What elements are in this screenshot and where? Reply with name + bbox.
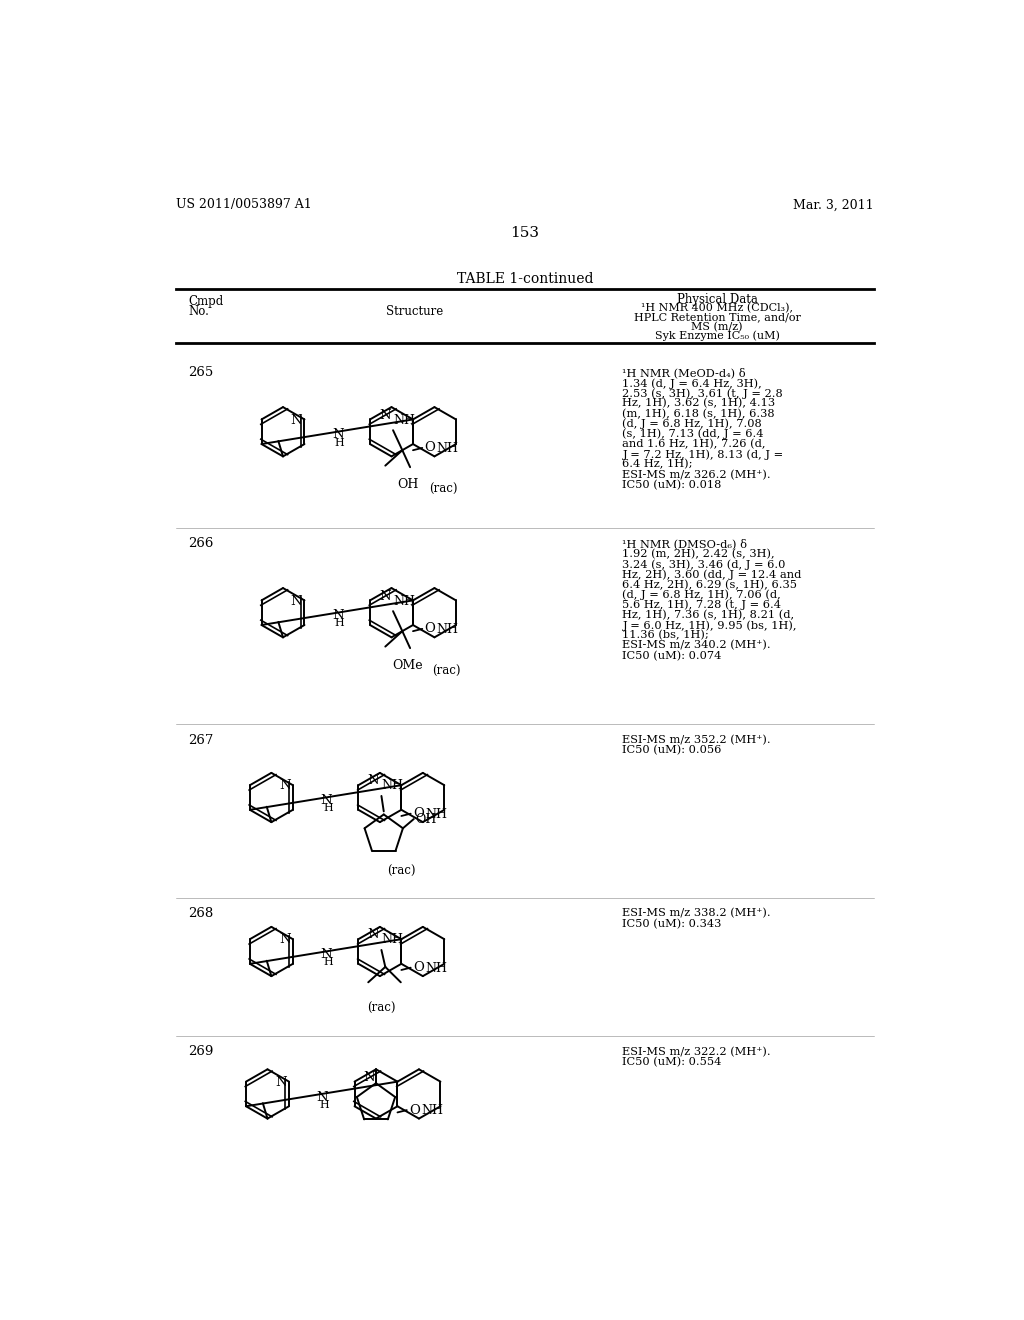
Text: NH: NH [393, 413, 415, 426]
Text: O: O [410, 1104, 420, 1117]
Text: N: N [368, 775, 379, 788]
Text: O: O [425, 441, 435, 454]
Text: 6.4 Hz, 2H), 6.29 (s, 1H), 6.35: 6.4 Hz, 2H), 6.29 (s, 1H), 6.35 [623, 579, 798, 590]
Text: 265: 265 [188, 367, 214, 379]
Text: NH: NH [437, 623, 459, 636]
Text: N: N [275, 1076, 287, 1089]
Text: TABLE 1-continued: TABLE 1-continued [457, 272, 593, 286]
Text: ESI-MS m/z 326.2 (MH⁺).: ESI-MS m/z 326.2 (MH⁺). [623, 470, 771, 479]
Text: N: N [291, 413, 302, 426]
Text: 11.36 (bs, 1H);: 11.36 (bs, 1H); [623, 630, 710, 640]
Text: OH: OH [416, 813, 436, 825]
Text: O: O [425, 622, 435, 635]
Text: OH: OH [397, 478, 419, 491]
Text: NH: NH [437, 442, 459, 455]
Text: ESI-MS m/z 322.2 (MH⁺).: ESI-MS m/z 322.2 (MH⁺). [623, 1047, 771, 1057]
Text: N: N [321, 948, 332, 961]
Text: OMe: OMe [392, 659, 423, 672]
Text: Cmpd: Cmpd [188, 296, 223, 309]
Text: IC50 (uM): 0.056: IC50 (uM): 0.056 [623, 746, 722, 755]
Text: 153: 153 [510, 226, 540, 240]
Text: N: N [368, 928, 379, 941]
Text: ¹H NMR (MeOD-d₄) δ: ¹H NMR (MeOD-d₄) δ [623, 368, 746, 379]
Text: (m, 1H), 6.18 (s, 1H), 6.38: (m, 1H), 6.18 (s, 1H), 6.38 [623, 408, 775, 418]
Text: MS (m/z): MS (m/z) [691, 322, 742, 331]
Text: and 1.6 Hz, 1H), 7.26 (d,: and 1.6 Hz, 1H), 7.26 (d, [623, 440, 766, 449]
Text: H: H [324, 957, 333, 968]
Text: No.: No. [188, 305, 209, 318]
Text: IC50 (uM): 0.554: IC50 (uM): 0.554 [623, 1057, 722, 1068]
Text: 1.34 (d, J = 6.4 Hz, 3H),: 1.34 (d, J = 6.4 Hz, 3H), [623, 378, 762, 388]
Text: H: H [335, 619, 344, 628]
Text: 268: 268 [188, 907, 214, 920]
Text: 1.92 (m, 2H), 2.42 (s, 3H),: 1.92 (m, 2H), 2.42 (s, 3H), [623, 549, 775, 560]
Text: N: N [316, 1090, 329, 1104]
Text: 266: 266 [188, 537, 214, 550]
Text: H: H [319, 1100, 329, 1110]
Text: IC50 (uM): 0.074: IC50 (uM): 0.074 [623, 651, 722, 661]
Text: Syk Enzyme IC₅₀ (uM): Syk Enzyme IC₅₀ (uM) [654, 331, 779, 342]
Text: 5.6 Hz, 1H), 7.28 (t, J = 6.4: 5.6 Hz, 1H), 7.28 (t, J = 6.4 [623, 599, 781, 610]
Text: NH: NH [393, 594, 415, 607]
Text: H: H [324, 804, 333, 813]
Text: ESI-MS m/z 338.2 (MH⁺).: ESI-MS m/z 338.2 (MH⁺). [623, 908, 771, 919]
Text: (d, J = 6.8 Hz, 1H), 7.06 (d,: (d, J = 6.8 Hz, 1H), 7.06 (d, [623, 590, 781, 601]
Text: NH: NH [421, 1105, 443, 1118]
Text: N: N [332, 610, 344, 622]
Text: 6.4 Hz, 1H);: 6.4 Hz, 1H); [623, 459, 693, 470]
Text: US 2011/0053897 A1: US 2011/0053897 A1 [176, 198, 311, 211]
Text: N: N [291, 594, 302, 607]
Text: (s, 1H), 7.13 (dd, J = 6.4: (s, 1H), 7.13 (dd, J = 6.4 [623, 429, 764, 440]
Text: ¹H NMR 400 MHz (CDCl₃),: ¹H NMR 400 MHz (CDCl₃), [641, 304, 793, 314]
Text: (rac): (rac) [429, 483, 457, 495]
Text: Hz, 1H), 3.62 (s, 1H), 4.13: Hz, 1H), 3.62 (s, 1H), 4.13 [623, 399, 775, 409]
Text: 267: 267 [188, 734, 214, 747]
Text: (rac): (rac) [432, 665, 461, 678]
Text: N: N [332, 428, 344, 441]
Text: Mar. 3, 2011: Mar. 3, 2011 [793, 198, 873, 211]
Text: N: N [279, 779, 291, 792]
Text: N: N [379, 590, 391, 603]
Text: Hz, 1H), 7.36 (s, 1H), 8.21 (d,: Hz, 1H), 7.36 (s, 1H), 8.21 (d, [623, 610, 795, 620]
Text: H: H [335, 437, 344, 447]
Text: J = 7.2 Hz, 1H), 8.13 (d, J =: J = 7.2 Hz, 1H), 8.13 (d, J = [623, 449, 783, 459]
Text: (d, J = 6.8 Hz, 1H), 7.08: (d, J = 6.8 Hz, 1H), 7.08 [623, 418, 762, 429]
Text: O: O [413, 807, 424, 820]
Text: IC50 (uM): 0.018: IC50 (uM): 0.018 [623, 479, 722, 490]
Text: NH: NH [425, 962, 447, 975]
Text: 2.53 (s, 3H), 3.61 (t, J = 2.8: 2.53 (s, 3H), 3.61 (t, J = 2.8 [623, 388, 783, 399]
Text: N: N [379, 409, 391, 421]
Text: NH: NH [425, 808, 447, 821]
Text: N: N [364, 1071, 375, 1084]
Text: ¹H NMR (DMSO-d₆) δ: ¹H NMR (DMSO-d₆) δ [623, 539, 748, 549]
Text: NH: NH [381, 933, 403, 946]
Text: 3.24 (s, 3H), 3.46 (d, J = 6.0: 3.24 (s, 3H), 3.46 (d, J = 6.0 [623, 560, 785, 570]
Text: N: N [279, 933, 291, 946]
Text: O: O [413, 961, 424, 974]
Text: IC50 (uM): 0.343: IC50 (uM): 0.343 [623, 919, 722, 929]
Text: J = 6.0 Hz, 1H), 9.95 (bs, 1H),: J = 6.0 Hz, 1H), 9.95 (bs, 1H), [623, 620, 797, 631]
Text: Structure: Structure [386, 305, 443, 318]
Text: HPLC Retention Time, and/or: HPLC Retention Time, and/or [634, 313, 801, 322]
Text: Hz, 2H), 3.60 (dd, J = 12.4 and: Hz, 2H), 3.60 (dd, J = 12.4 and [623, 569, 802, 579]
Text: (rac): (rac) [388, 866, 416, 878]
Text: NH: NH [381, 779, 403, 792]
Text: ESI-MS m/z 340.2 (MH⁺).: ESI-MS m/z 340.2 (MH⁺). [623, 640, 771, 651]
Text: (rac): (rac) [368, 1002, 395, 1015]
Text: 269: 269 [188, 1045, 214, 1059]
Text: N: N [321, 795, 332, 807]
Text: ESI-MS m/z 352.2 (MH⁺).: ESI-MS m/z 352.2 (MH⁺). [623, 735, 771, 746]
Text: Physical Data: Physical Data [677, 293, 758, 306]
